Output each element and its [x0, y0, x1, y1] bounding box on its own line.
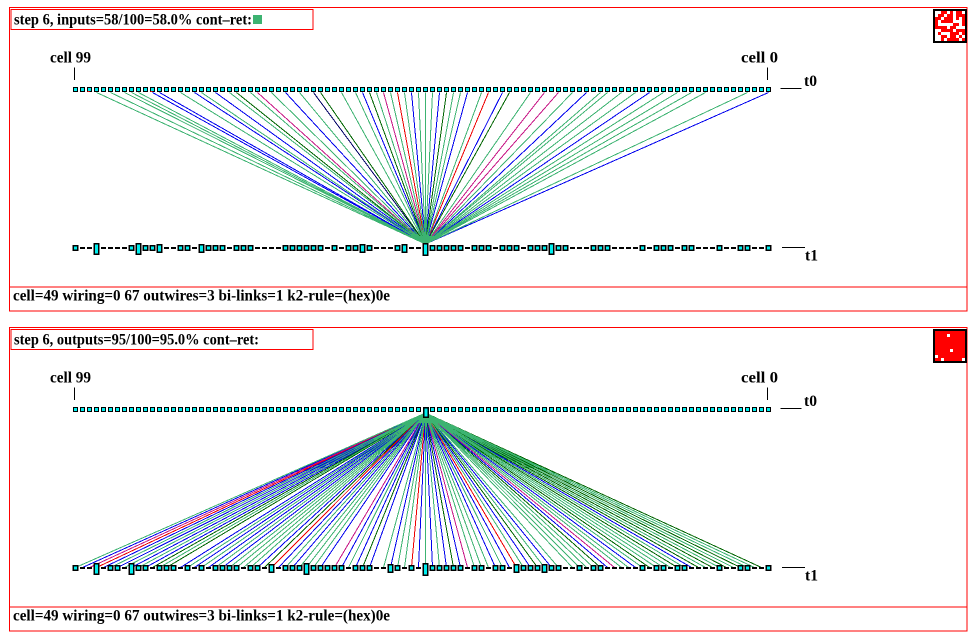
svg-text:step 6, inputs=58/100=58.0% co: step 6, inputs=58/100=58.0% cont–ret: [14, 11, 252, 28]
svg-text:cell 99: cell 99 [50, 370, 91, 387]
svg-text:cell 0: cell 0 [741, 50, 778, 67]
svg-text:t1: t1 [805, 248, 818, 265]
svg-text:cell 0: cell 0 [741, 370, 778, 387]
svg-text:t0: t0 [804, 73, 817, 90]
svg-text:cell=49 wiring=0 67 outwires=3: cell=49 wiring=0 67 outwires=3 bi-links=… [13, 288, 390, 305]
svg-text:cell=49 wiring=0 67 outwires=3: cell=49 wiring=0 67 outwires=3 bi-links=… [13, 608, 390, 625]
svg-text:t0: t0 [804, 393, 817, 410]
svg-text:t1: t1 [805, 568, 818, 585]
svg-text:step 6, outputs=95/100=95.0% c: step 6, outputs=95/100=95.0% cont–ret: [14, 331, 259, 348]
svg-text:cell 99: cell 99 [50, 50, 91, 67]
